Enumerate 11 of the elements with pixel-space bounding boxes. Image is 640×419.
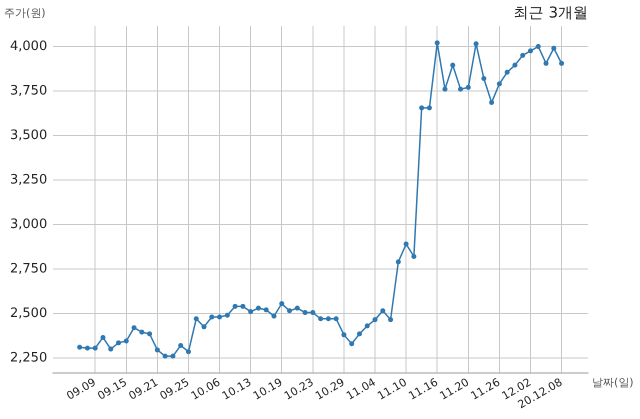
x-axis-title: 날짜(일)	[592, 376, 634, 389]
chart-title: 최근 3개월	[514, 3, 588, 22]
y-tick-label: 3,500	[10, 128, 48, 143]
y-tick-label: 3,750	[10, 83, 48, 98]
y-tick-label: 4,000	[10, 38, 48, 54]
y-tick-label: 2,500	[10, 306, 48, 321]
y-tick-label: 2,750	[10, 261, 48, 276]
y-tick-label: 2,250	[10, 350, 48, 366]
y-tick-label: 3,250	[10, 172, 48, 188]
y-tick-label: 3,000	[10, 216, 48, 232]
y-axis-title: 주가(원)	[4, 6, 46, 20]
